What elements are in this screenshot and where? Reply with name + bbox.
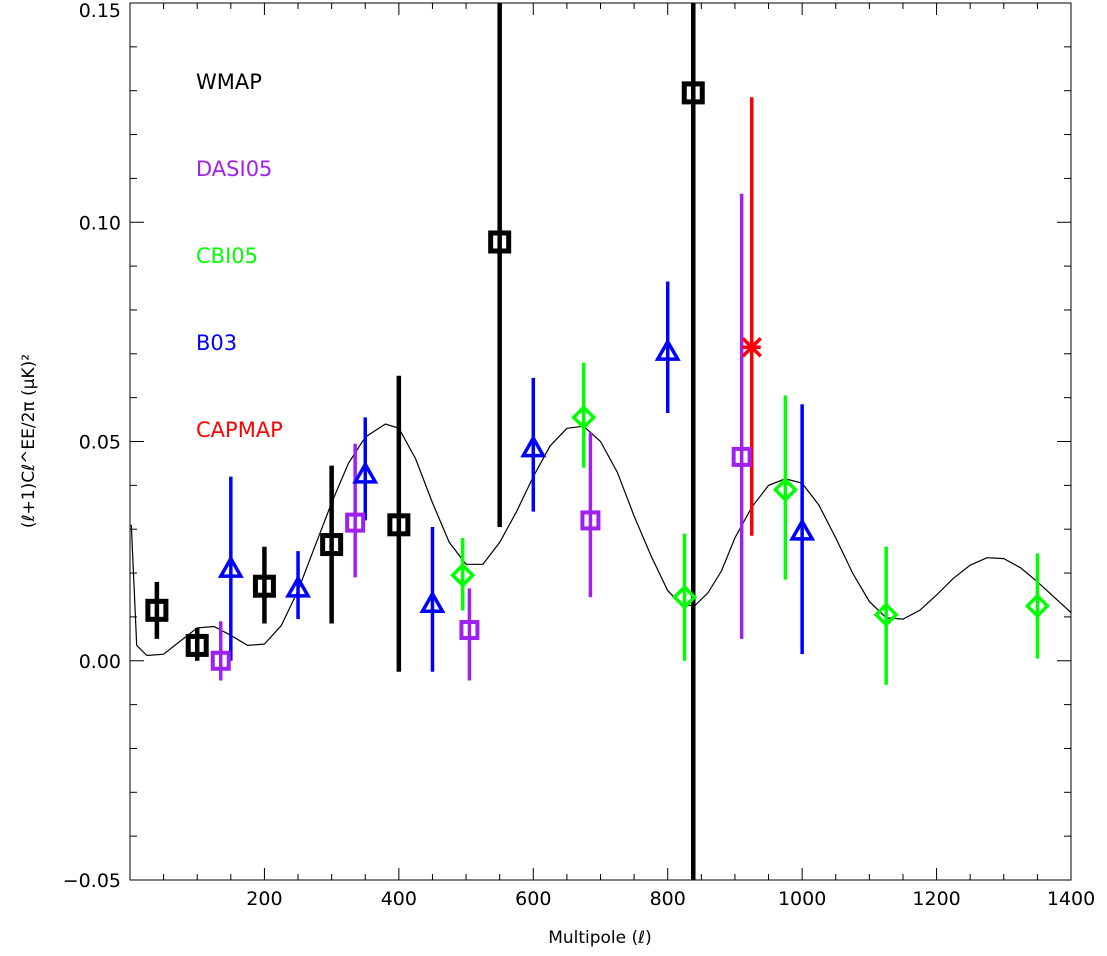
legend-wmap: WMAP xyxy=(196,70,262,94)
y-tick-label: 0.05 xyxy=(79,432,121,454)
x-tick-label: 400 xyxy=(381,888,417,910)
b03-point xyxy=(285,574,312,598)
legend-b03: B03 xyxy=(196,331,237,355)
wmap-point xyxy=(185,633,209,657)
x-tick-label: 1400 xyxy=(1047,888,1095,910)
legend-cbi05: CBI05 xyxy=(196,244,258,268)
b03-point xyxy=(789,517,816,541)
dasi05-point xyxy=(731,446,752,467)
b03-point xyxy=(352,460,379,484)
axis-tick-labels: 200 400 600 800 1000 1200 1400 −0.05 0.00 0.05 0.1… xyxy=(63,0,1095,910)
y-tick-label: −0.05 xyxy=(63,870,121,892)
cbi05-point xyxy=(873,602,899,628)
x-tick-label: 800 xyxy=(650,888,686,910)
cbi05-point xyxy=(672,584,697,610)
cbi05-point xyxy=(772,477,798,503)
y-tick-label: 0.00 xyxy=(79,651,121,673)
dasi05-point xyxy=(459,620,480,641)
b03-point xyxy=(654,338,681,361)
wmap-point xyxy=(488,230,512,254)
dasi05-point xyxy=(345,512,366,533)
x-tick-label: 1000 xyxy=(778,888,826,910)
legend-capmap: CAPMAP xyxy=(196,418,283,442)
wmap-point xyxy=(681,81,705,105)
x-tick-label: 1200 xyxy=(912,888,960,910)
cbi05-point xyxy=(1024,593,1050,619)
dasi05-point xyxy=(210,650,231,671)
wmap-point xyxy=(387,513,411,537)
legend-dasi05: DASI05 xyxy=(196,157,272,181)
model-curve xyxy=(130,423,1071,657)
x-tick-label: 600 xyxy=(515,888,551,910)
wmap-point xyxy=(145,598,169,622)
x-tick-label: 200 xyxy=(246,888,282,910)
errorbar-layer xyxy=(154,3,1040,880)
model-curve-layer xyxy=(130,423,1071,657)
cbi05-point xyxy=(450,562,476,588)
marker-layer xyxy=(145,81,1050,671)
y-axis-title: (ℓ+1)Cℓ^EE/2π (μK)² xyxy=(19,354,39,528)
capmap-point xyxy=(741,336,762,358)
b03-point xyxy=(217,555,244,578)
cbi05-point xyxy=(571,404,597,430)
legend: WMAP DASI05 CBI05 B03 CAPMAP xyxy=(196,70,283,442)
wmap-point xyxy=(252,574,276,598)
dasi05-point xyxy=(580,510,601,531)
x-axis-title: Multipole (ℓ) xyxy=(548,928,652,948)
y-tick-label: 0.10 xyxy=(79,212,121,234)
wmap-point xyxy=(320,533,344,557)
y-tick-label: 0.15 xyxy=(79,0,121,22)
b03-point xyxy=(419,590,446,613)
b03-point xyxy=(520,434,547,458)
